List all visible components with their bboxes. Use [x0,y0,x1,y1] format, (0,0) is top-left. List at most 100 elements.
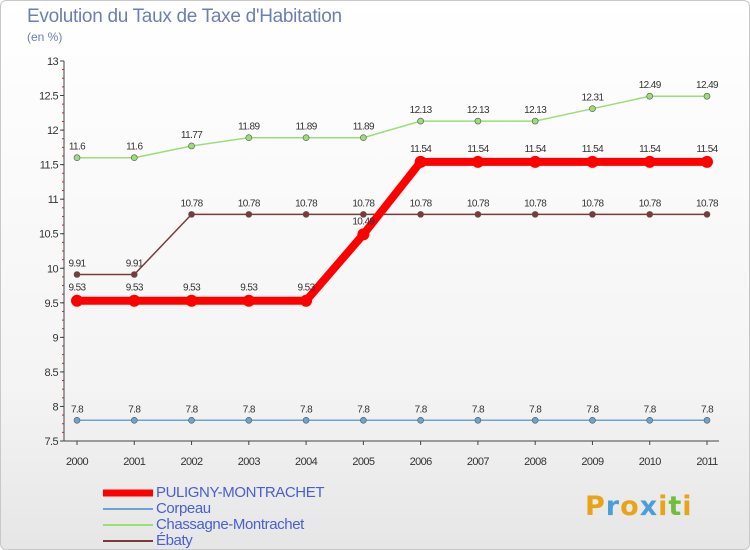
data-label: 11.54 [639,144,661,155]
data-point [643,155,656,168]
x-tick-label: 2002 [181,456,204,468]
data-label: 9.91 [126,258,144,269]
data-point [586,155,599,168]
data-point [529,155,542,168]
x-tick-label: 2007 [467,456,490,468]
data-point [71,294,83,307]
series-line-4 [77,213,707,276]
y-tick-label: 12.5 [39,91,58,103]
data-label: 10.78 [467,198,490,209]
data-label: 7.8 [128,404,141,415]
data-point [414,155,427,168]
data-label: 10.78 [581,198,604,209]
data-label: 7.8 [300,404,313,415]
x-tick-label: 2011 [696,456,718,468]
y-tick-label: 11 [48,194,59,206]
data-point [360,211,367,218]
x-tick-label: 2009 [581,456,604,468]
data-point [300,294,313,307]
x-tick-label: 2003 [238,456,261,468]
data-label: 7.8 [243,404,256,415]
legend-label: Ébaty [156,532,193,549]
data-point [357,228,370,241]
data-label: 9.53 [68,283,86,294]
data-point [703,416,711,424]
x-tick-label: 2001 [123,456,146,468]
data-point [589,105,596,112]
y-tick-label: 8 [52,401,58,413]
data-point [646,416,654,424]
data-point [703,211,711,218]
legend-swatch [103,540,153,542]
data-label: 9.91 [68,258,86,269]
data-point [360,416,367,424]
chart-unit: (en %) [27,30,63,44]
data-label: 7.8 [357,404,370,415]
data-point [302,211,310,218]
data-point [302,416,310,424]
data-label: 12.13 [467,105,490,116]
x-tick-label: 2005 [352,456,375,468]
data-label: 10.78 [238,198,261,209]
data-label: 10.78 [181,198,204,209]
data-point [589,211,596,218]
data-point [531,117,539,125]
data-label: 12.31 [581,93,604,104]
logo-letter: r [605,491,621,522]
logo-letter: i [658,491,669,522]
data-label: 12.13 [410,105,433,116]
data-label: 10.78 [410,198,433,209]
series-line-1 [77,157,707,305]
data-point [701,155,713,168]
data-label: 11.89 [353,122,375,133]
legend-swatch [103,489,153,497]
data-point [474,416,482,424]
data-point [188,416,195,424]
data-point [531,211,539,218]
data-label: 11.54 [467,144,489,155]
data-point [128,294,141,307]
data-label: 11.6 [69,142,86,153]
data-point [646,92,654,100]
y-tick-label: 8.5 [45,367,59,379]
data-label: 11.89 [295,122,317,133]
data-point [474,117,482,125]
data-point [417,211,424,218]
data-point [73,416,81,424]
y-tick-label: 11.5 [40,160,59,172]
data-point [188,142,195,150]
data-label: 11.89 [238,122,260,133]
y-tick-label: 10.5 [39,229,58,241]
legend-swatch [103,524,153,526]
y-tick-label: 7.5 [45,436,59,448]
data-point [245,211,253,218]
data-label: 7.8 [701,404,714,415]
data-point [130,271,138,278]
logo-letter: P [585,491,606,522]
data-point [188,211,195,218]
logo-letter: t [668,491,683,522]
legend-label: PULIGNY-MONTRACHET [156,484,325,501]
y-tick-label: 13 [47,56,59,68]
legend-label: Corpeau [156,500,211,517]
data-point [471,155,484,168]
data-label: 11.54 [582,144,604,155]
series-line-3 [77,95,707,159]
data-point [474,211,482,218]
x-tick-label: 2010 [639,456,662,468]
data-point [242,294,255,307]
data-label: 12.49 [696,80,719,91]
data-point [185,294,198,307]
x-tick-label: 2006 [410,456,433,468]
data-label: 11.54 [525,144,547,155]
x-tick-label: 2004 [295,456,318,468]
data-label: 12.13 [524,105,547,116]
data-label: 10.78 [295,198,318,209]
data-label: 10.78 [696,198,719,209]
data-point [130,416,138,424]
data-point [245,134,253,141]
data-label: 9.53 [183,283,201,294]
data-label: 9.53 [240,283,258,294]
data-point [73,154,81,162]
